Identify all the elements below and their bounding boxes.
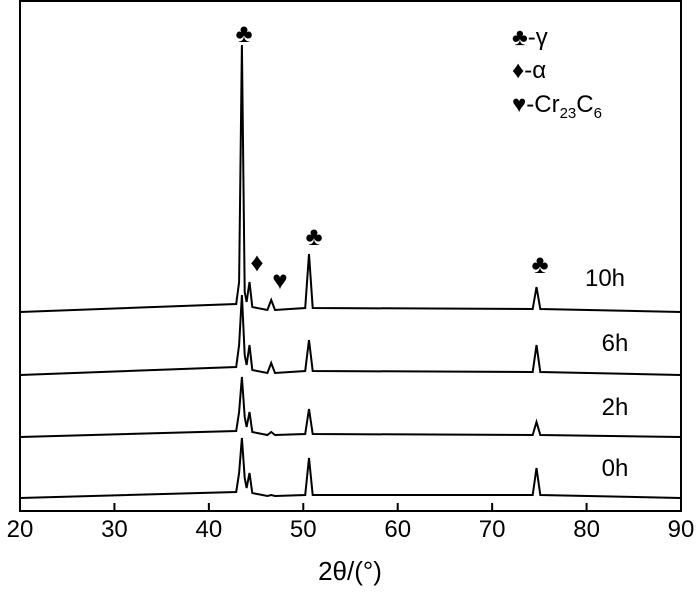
series-label: 2h [602, 394, 629, 421]
legend-text: -Cr [526, 91, 559, 118]
x-tick-label: 30 [101, 516, 128, 543]
x-tick-label: 50 [290, 516, 317, 543]
plot-frame [19, 0, 682, 512]
legend-text: C [576, 91, 593, 118]
series-label: 10h [585, 265, 625, 292]
series-label: 6h [602, 330, 629, 357]
xrd-pattern [19, 294, 682, 376]
legend-entry: ♥-Cr23C6 [512, 91, 602, 122]
legend-text: -α [524, 57, 546, 84]
x-tick-label: 90 [668, 516, 695, 543]
peak-marker: ♣ [305, 221, 322, 251]
legend-subscript: 23 [560, 105, 577, 122]
peak-marker: ♥ [272, 265, 287, 295]
legend-entry: ♣-γ [512, 24, 548, 51]
x-axis-label: 2θ/(°) [318, 556, 382, 586]
x-tick-label: 20 [7, 516, 34, 543]
xrd-pattern [19, 437, 682, 499]
peak-marker: ♣ [531, 249, 548, 279]
x-tick-label: 40 [196, 516, 223, 543]
peak-marker: ♦ [250, 247, 263, 277]
x-tick-label: 80 [573, 516, 600, 543]
x-tick-label: 70 [479, 516, 506, 543]
series-label: 0h [602, 455, 629, 482]
xrd-pattern [19, 44, 682, 313]
legend-text: ♥ [512, 91, 526, 118]
legend-subscript: 6 [594, 105, 602, 122]
legend-text: -γ [528, 24, 548, 51]
x-tick-label: 60 [384, 516, 411, 543]
xrd-pattern [19, 376, 682, 438]
peak-marker: ♣ [235, 18, 252, 48]
legend-text: ♦ [512, 57, 524, 84]
legend-entry: ♦-α [512, 57, 546, 84]
legend-text: ♣ [512, 24, 528, 51]
